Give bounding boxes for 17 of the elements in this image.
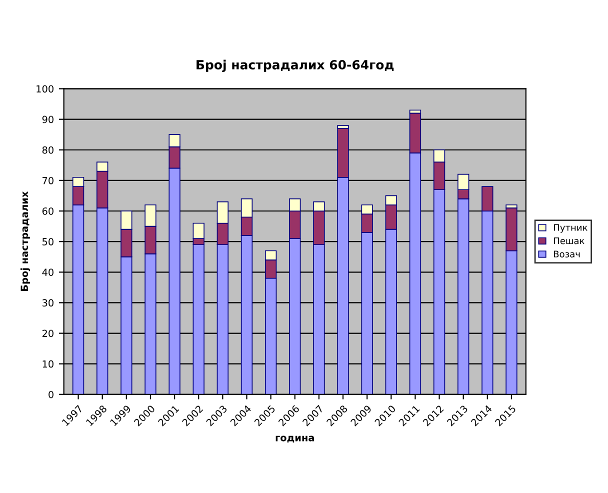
y-tick-label: 50 <box>42 238 54 246</box>
y-tick-label: 90 <box>42 116 54 124</box>
y-tick-label: 60 <box>42 207 54 215</box>
y-tick-label: 100 <box>36 85 54 93</box>
legend-label: Пешак <box>554 237 584 244</box>
y-tick-label: 20 <box>42 330 54 338</box>
y-tick-label: 0 <box>48 390 54 398</box>
y-tick-label: 70 <box>42 176 54 184</box>
chart-title: Број настрадалих 60-64год <box>196 60 394 72</box>
y-axis-title: Број настрадалих <box>20 191 30 291</box>
y-tick-label: 80 <box>42 146 54 154</box>
y-tick-label: 10 <box>42 360 54 368</box>
legend-label: Путник <box>554 224 588 233</box>
y-tick-label: 40 <box>42 268 54 276</box>
x-axis-title: година <box>276 436 314 443</box>
legend-label: Возач <box>554 250 580 258</box>
y-tick-label: 30 <box>42 299 54 307</box>
